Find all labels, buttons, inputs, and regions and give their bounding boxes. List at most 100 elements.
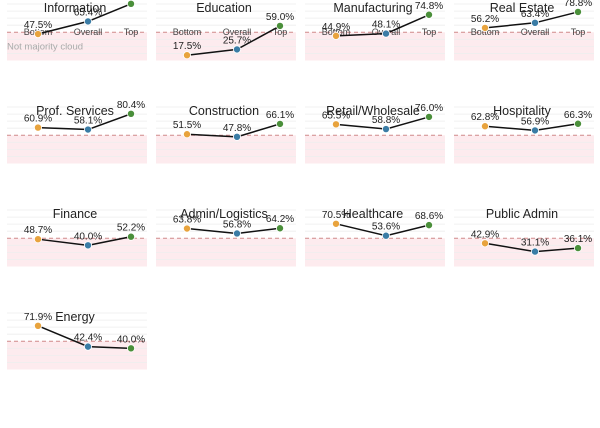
- value-label: 56.8%: [223, 219, 251, 230]
- value-label: 44.9%: [322, 22, 350, 33]
- value-label: 66.1%: [266, 110, 294, 121]
- category-label-overall: Overall: [74, 27, 103, 37]
- value-label: 36.1%: [564, 234, 592, 245]
- category-label-top: Top: [124, 27, 139, 37]
- value-label: 59.0%: [266, 12, 294, 23]
- value-label: 68.6%: [415, 211, 443, 222]
- value-label: 40.0%: [74, 231, 102, 242]
- panel-title: Retail/Wholesale: [326, 104, 420, 118]
- value-label: 47.5%: [24, 20, 52, 31]
- value-label: 76.0%: [415, 103, 443, 114]
- value-label: 71.9%: [24, 312, 52, 323]
- panel-title: Hospitality: [493, 104, 551, 118]
- value-label: 48.1%: [372, 20, 400, 31]
- point-top: [574, 244, 583, 253]
- point-bottom: [33, 123, 42, 132]
- category-label-overall: Overall: [521, 27, 550, 37]
- point-top: [425, 112, 434, 121]
- point-bottom: [480, 23, 489, 32]
- point-bottom: [33, 321, 42, 330]
- category-label-top: Top: [273, 27, 288, 37]
- point-overall: [233, 45, 242, 54]
- point-overall: [84, 241, 93, 250]
- category-label-bottom: Bottom: [173, 27, 202, 37]
- panel-title: Real Estate: [490, 1, 555, 15]
- point-bottom: [331, 219, 340, 228]
- panel-public-admin: Public Admin 42.9% 31.1% 36.1%: [454, 207, 594, 267]
- point-bottom: [182, 224, 191, 233]
- panel-manufacturing: ManufacturingBottomOverallTop44.9%48.1%7…: [305, 1, 445, 61]
- category-label-top: Top: [422, 27, 437, 37]
- panel-title: Healthcare: [343, 207, 403, 221]
- panel-title: Energy: [55, 310, 95, 324]
- point-top: [127, 232, 136, 241]
- point-overall: [531, 247, 540, 256]
- panel-title: Manufacturing: [333, 1, 412, 15]
- value-label: 58.1%: [74, 116, 102, 127]
- value-label: 47.8%: [223, 123, 251, 134]
- point-overall: [84, 125, 93, 134]
- point-top: [127, 0, 135, 8]
- point-overall: [233, 132, 242, 141]
- panel-title: Admin/Logistics: [180, 207, 268, 221]
- category-label-top: Top: [571, 27, 586, 37]
- value-label: 48.7%: [24, 225, 52, 236]
- point-top: [574, 119, 583, 128]
- threshold-note: Not majority cloud: [7, 41, 83, 52]
- point-overall: [382, 125, 391, 134]
- value-label: 42.4%: [74, 333, 102, 344]
- point-top: [276, 119, 285, 128]
- value-label: 78.8%: [564, 0, 592, 9]
- point-top: [276, 21, 285, 30]
- panel-title: Finance: [53, 207, 98, 221]
- point-top: [127, 344, 136, 353]
- value-label: 56.9%: [521, 116, 549, 127]
- point-bottom: [33, 235, 42, 244]
- value-label: 17.5%: [173, 41, 201, 52]
- panel-title: Prof. Services: [36, 104, 114, 118]
- point-bottom: [480, 122, 489, 131]
- value-label: 65.4%: [74, 7, 102, 18]
- point-overall: [84, 342, 93, 351]
- value-label: 60.9%: [24, 114, 52, 125]
- panel-education: Education Bottom Overall Top 17.5% 25.7% 59.0%: [156, 1, 296, 61]
- panel-title: Education: [196, 1, 252, 15]
- point-bottom: [33, 30, 42, 39]
- value-label: 74.8%: [415, 1, 443, 12]
- point-bottom: [331, 31, 340, 40]
- value-label: 52.2%: [117, 223, 145, 234]
- point-top: [425, 221, 434, 230]
- point-overall: [382, 231, 391, 240]
- value-label: 25.7%: [223, 35, 251, 46]
- point-bottom: [182, 130, 191, 139]
- panel-real-estate: Real Estate Bottom Overall Top 56.2% 63.4% 78.…: [454, 0, 594, 61]
- point-bottom: [182, 51, 191, 60]
- panel-title: Public Admin: [486, 207, 558, 221]
- panel-construction: Construction 51.5% 47.8% 66.1%: [156, 104, 296, 164]
- value-label: 58.8%: [372, 115, 400, 126]
- point-overall: [233, 229, 242, 238]
- point-top: [127, 109, 136, 118]
- point-top: [425, 10, 434, 19]
- point-overall: [531, 126, 540, 135]
- value-label: 56.2%: [471, 14, 499, 25]
- value-label: 62.8%: [471, 112, 499, 123]
- value-label: 63.4%: [521, 9, 549, 20]
- category-label-overall: Overall: [223, 27, 252, 37]
- value-label: 64.2%: [266, 214, 294, 225]
- point-top: [574, 7, 583, 16]
- value-label: 70.5%: [322, 210, 350, 221]
- point-bottom: [331, 120, 340, 129]
- panel-title: Information: [44, 1, 107, 15]
- category-label-bottom: Bottom: [471, 27, 500, 37]
- point-bottom: [480, 239, 489, 248]
- panel-title: Construction: [189, 104, 259, 118]
- panel-information: InformationBottomOverallTop47.5%65.4%90.…: [7, 0, 147, 61]
- point-overall: [382, 29, 391, 38]
